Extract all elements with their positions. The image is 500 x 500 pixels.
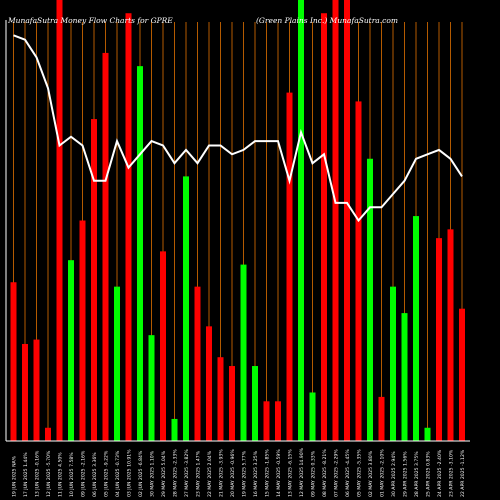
- money-flow-bar: [194, 286, 201, 441]
- x-tick-label: 30 MAY 2025 1.10%: [150, 450, 156, 497]
- money-flow-bar: [413, 216, 419, 441]
- chart-title-right: (Green Plains Inc.) MunafaSutra.com: [256, 16, 398, 25]
- x-tick-label: 09 MAY 2025 0.33%: [311, 450, 317, 497]
- money-flow-bar: [125, 13, 132, 441]
- x-tick-label: 14 MAY 2025 -0.59%: [276, 449, 282, 497]
- x-tick-label: 20 MAY 2025 -0.96%: [230, 449, 236, 497]
- money-flow-bar: [332, 0, 339, 441]
- x-tick-label: 10 JUN 2025 7.58%: [69, 452, 75, 497]
- money-flow-bar: [183, 176, 189, 441]
- x-tick-label: 27 MAY 2025 -3.82%: [184, 449, 190, 497]
- x-tick-label: 17 JUN 2025 1.44%: [23, 452, 29, 497]
- x-tick-label: 01 MAY 2025 -2.10%: [380, 449, 386, 497]
- money-flow-bar: [10, 282, 17, 441]
- money-flow-bar: [252, 366, 258, 441]
- x-tick-label: 21 MAY 2025 -3.93%: [219, 449, 225, 497]
- money-flow-bar: [102, 52, 109, 442]
- x-tick-label: 12 JUN 2025 -5.70%: [46, 450, 52, 497]
- money-flow-bar: [436, 238, 442, 441]
- money-flow-bar: [206, 326, 212, 441]
- money-flow-bar: [160, 251, 166, 441]
- money-flow-bar: [459, 308, 465, 441]
- x-tick-label: 29 MAY 2025 5.04%: [161, 450, 167, 497]
- money-flow-bar: [91, 119, 97, 441]
- money-flow-bar: [344, 0, 350, 441]
- money-flow-bar: [171, 418, 178, 441]
- money-flow-bar: [263, 401, 270, 441]
- money-flow-bars: [10, 0, 465, 442]
- money-flow-bar: [298, 0, 304, 441]
- x-tick-label: 22 APR 2025 -1.12%: [460, 449, 466, 497]
- x-tick-label: 16 MAY 2025 3.25%: [253, 450, 259, 497]
- chart-title-left: MunafaSutra Money Flow Charts for GPRE: [8, 16, 173, 25]
- money-flow-bar: [33, 339, 40, 441]
- x-tick-label: 24 APR 2025 -2.40%: [437, 449, 443, 497]
- x-tick-label: 05 JUN 2025 -9.22%: [104, 450, 110, 497]
- x-tick-label: 05 MAY 2025 -5.35%: [357, 449, 363, 497]
- money-flow-bar: [321, 13, 327, 441]
- money-flow-bar: [367, 158, 373, 441]
- x-tick-label: 09 JUN 2025 -2.16%: [81, 450, 87, 497]
- x-tick-label: 06 MAY 2025 -4.45%: [345, 449, 351, 497]
- x-tick-label: 13 MAY 2025 -6.15%: [288, 449, 294, 497]
- x-tick-label: 07 MAY 2025 -2.29%: [334, 449, 340, 497]
- x-tick-label: 15 MAY 2025 -1.85%: [265, 449, 271, 497]
- x-tick-label: 06 JUN 2025 3.36%: [92, 452, 98, 497]
- x-tick-label: 28 MAY 2025 -2.33%: [173, 449, 179, 497]
- x-tick-label: 04 JUN 2025 -0.73%: [115, 450, 121, 497]
- money-flow-bar: [45, 427, 51, 441]
- money-flow-bar: [424, 427, 431, 441]
- money-flow-bar: [240, 264, 247, 441]
- x-tick-label: 23 MAY 2025 1.47%: [196, 450, 202, 497]
- money-flow-bar: [217, 357, 224, 441]
- money-flow-bar: [22, 343, 28, 441]
- x-tick-label: 02 JUN 2025 -6.84%: [138, 450, 144, 497]
- money-flow-bar: [56, 0, 63, 441]
- money-flow-bar: [309, 392, 316, 441]
- x-tick-label: 30 APR 2025 2.94%: [391, 451, 397, 497]
- money-flow-bar: [390, 286, 396, 441]
- x-tick-label: 19 MAY 2025 5.77%: [242, 450, 248, 497]
- money-flow-bar: [68, 260, 74, 441]
- x-tick-label: 03 JUN 2025 10.91%: [127, 449, 133, 497]
- x-axis-labels: 19 JUN 2025 NA% 17 JUN 2025 1.44% 13 JUN 2…: [12, 447, 467, 497]
- money-flow-bar: [79, 220, 86, 441]
- money-flow-bar: [114, 286, 120, 441]
- x-tick-label: 11 JUN 2025 4.50%: [58, 452, 64, 497]
- money-flow-bar: [401, 313, 408, 441]
- x-tick-label: 28 APR 2025 3.75%: [414, 451, 420, 497]
- money-flow-bar: [447, 229, 454, 441]
- x-tick-label: 08 MAY 2025 -8.21%: [322, 449, 328, 497]
- x-tick-label: 19 JUN 2025 NA%: [12, 455, 18, 497]
- money-flow-bar: [378, 396, 385, 441]
- money-flow-bar: [148, 335, 155, 441]
- money-flow-bar: [229, 366, 235, 441]
- x-tick-label: 12 MAY 2025 14.90%: [299, 447, 305, 497]
- money-flow-bar: [137, 66, 143, 442]
- price-line: [13, 34, 463, 223]
- x-tick-label: 25 APR 2025 0.83%: [426, 451, 432, 497]
- x-tick-label: 02 MAY 2025 3.80%: [368, 450, 374, 497]
- x-tick-label: 29 APR 2025 1.56%: [403, 451, 409, 497]
- x-tick-label: 13 JUN 2025 -0.16%: [35, 450, 41, 497]
- money-flow-bar: [275, 401, 281, 441]
- x-tick-label: 22 MAY 2025 2.04%: [207, 450, 213, 497]
- money-flow-bar: [355, 101, 362, 442]
- money-flow-bar: [286, 92, 293, 442]
- x-tick-label: 23 APR 2025 -3.10%: [449, 449, 455, 497]
- chart-title: MunafaSutra Money Flow Charts for GPRE (…: [0, 16, 500, 30]
